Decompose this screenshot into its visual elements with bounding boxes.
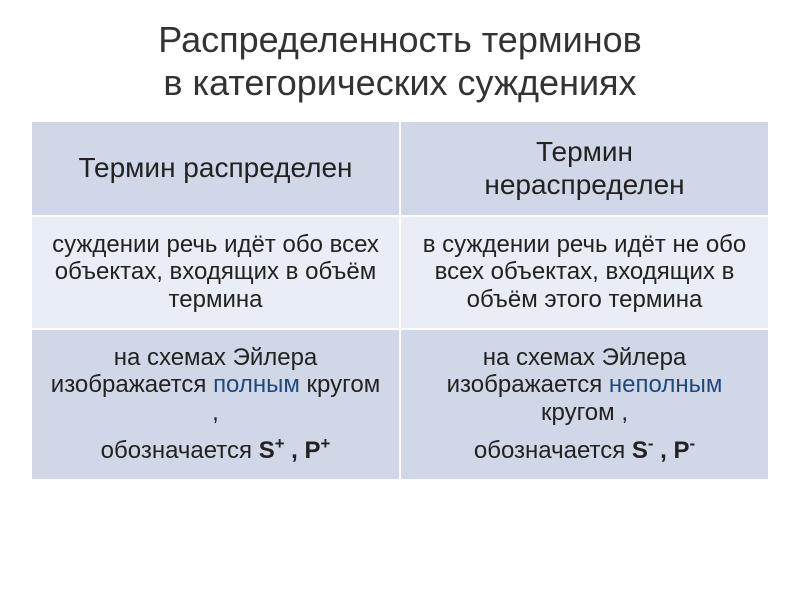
row2-right-sentence: на схемах Эйлера изображается неполным к… [419, 344, 750, 427]
row2-left-p: P [305, 437, 321, 464]
row2-left-sup-p: + [321, 434, 331, 453]
row2-right: на схемах Эйлера изображается неполным к… [400, 329, 769, 480]
row2-left-sup-s: + [275, 434, 285, 453]
row1-left: суждении речь идёт обо всех объектах, вх… [31, 216, 400, 329]
row2-right-notation-line: обозначается S- , P- [419, 434, 750, 465]
title-line-1: Распределенность терминов [158, 19, 642, 60]
title-line-2: в категорических суждениях [163, 62, 636, 103]
page-title: Распределенность терминов в категорическ… [158, 18, 642, 104]
row2-left-accent: полным [213, 371, 300, 398]
header-left: Термин распределен [31, 121, 400, 215]
header-right-line2: нераспределен [484, 169, 684, 200]
row2-right-s: S [632, 437, 648, 464]
row2-right-label: обозначается [474, 437, 632, 464]
row2-right-sup-p: - [690, 434, 696, 453]
row2-left-notation-line: обозначается S+ , P+ [50, 434, 381, 465]
distribution-table: Термин распределен Термин нераспределен … [30, 120, 770, 481]
row2-left-sentence: на схемах Эйлера изображается полным кру… [50, 344, 381, 427]
row2-left-comma: , [285, 437, 305, 464]
row2-left-s: S [259, 437, 275, 464]
table-row-1: суждении речь идёт обо всех объектах, вх… [31, 216, 769, 329]
header-left-text: Термин распределен [79, 152, 353, 183]
row2-right-post: кругом , [541, 399, 628, 426]
row1-right: в суждении речь идёт не обо всех объекта… [400, 216, 769, 329]
table-header-row: Термин распределен Термин нераспределен [31, 121, 769, 215]
header-right-line1: Термин [536, 136, 633, 167]
row2-left: на схемах Эйлера изображается полным кру… [31, 329, 400, 480]
row2-right-comma: , [654, 437, 674, 464]
table-row-2: на схемах Эйлера изображается полным кру… [31, 329, 769, 480]
row2-right-accent: неполным [609, 371, 722, 398]
row2-right-p: P [674, 437, 690, 464]
row2-left-label: обозначается [101, 437, 259, 464]
header-right: Термин нераспределен [400, 121, 769, 215]
